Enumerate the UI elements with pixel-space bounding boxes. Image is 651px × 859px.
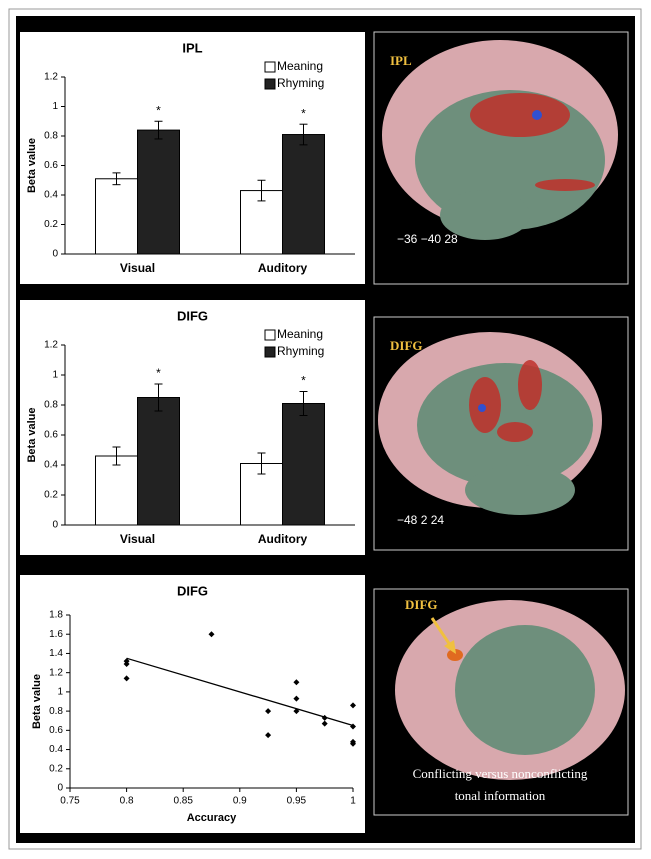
brain-panel: DIFG −48 2 24	[373, 316, 629, 551]
brain-panel: DIFG Conflicting versus nonconflicting t…	[373, 588, 629, 816]
chart-title: DIFG	[177, 308, 208, 323]
arrowhead	[444, 640, 456, 654]
bar	[240, 190, 283, 255]
y-tick-label: 0	[52, 249, 58, 260]
scatter-point	[321, 720, 328, 727]
y-tick-label: 1.8	[49, 610, 63, 621]
chart-title: IPL	[182, 40, 202, 55]
caption: tonal information	[455, 788, 546, 803]
activation	[497, 422, 533, 442]
y-tick-label: 0.8	[44, 131, 58, 142]
scatter-point	[123, 675, 130, 682]
significance-marker: *	[301, 106, 306, 120]
activation	[518, 360, 542, 410]
x-tick-label: 0.85	[173, 796, 193, 807]
scatter-point	[350, 740, 356, 747]
y-tick-label: 0.4	[44, 460, 58, 471]
scatter-point	[208, 631, 215, 638]
y-tick-label: 0.4	[49, 744, 63, 755]
scatter-point	[350, 702, 356, 709]
y-axis-label: Beta value	[31, 674, 43, 729]
coordinates: −36 −40 28	[397, 232, 458, 246]
brain-inner	[455, 625, 595, 755]
activation	[447, 649, 463, 661]
bar	[95, 178, 138, 255]
y-tick-label: 1.2	[44, 72, 58, 83]
y-tick-label: 0.6	[49, 725, 63, 736]
y-tick-label: 1.6	[49, 629, 63, 640]
brain-lobe	[440, 190, 530, 240]
y-tick-label: 1	[52, 101, 58, 112]
legend-swatch	[264, 61, 276, 73]
x-tick-label: 0.8	[120, 796, 134, 807]
coordinates: −48 2 24	[397, 513, 444, 527]
x-tick-label: 0.9	[233, 796, 247, 807]
brain-label: DIFG	[390, 338, 423, 353]
legend-swatch	[264, 346, 276, 358]
activation	[469, 377, 501, 433]
y-tick-label: 0	[52, 520, 58, 531]
bar	[95, 455, 138, 526]
bar	[282, 403, 325, 526]
legend-label: Rhyming	[277, 344, 324, 358]
y-tick-label: 1	[57, 687, 63, 698]
bar	[137, 397, 180, 526]
y-tick-label: 0.8	[49, 706, 63, 717]
brain-label: IPL	[390, 53, 412, 68]
scatter-point	[265, 732, 272, 739]
significance-marker: *	[156, 103, 161, 117]
brain-label: DIFG	[405, 597, 438, 612]
chart-panel	[20, 575, 365, 833]
chart: DIFG 0 0.2 0.4 0.6 0.8 1 1.2 Beta value Visual * Au…	[20, 300, 365, 555]
y-tick-label: 0.8	[44, 400, 58, 411]
peak-dot	[478, 404, 486, 412]
y-tick-label: 1	[52, 370, 58, 381]
x-axis-label: Accuracy	[187, 812, 237, 824]
y-tick-label: 0.6	[44, 160, 58, 171]
bar	[282, 134, 325, 255]
legend-label: Meaning	[277, 327, 323, 341]
x-tick-label: Visual	[120, 261, 155, 275]
legend-label: Rhyming	[277, 76, 324, 90]
legend-swatch	[264, 78, 276, 90]
peak-dot	[532, 110, 542, 120]
brain-lobe	[465, 465, 575, 515]
legend-label: Meaning	[277, 59, 323, 73]
activation	[470, 93, 570, 137]
y-tick-label: 1.4	[49, 648, 63, 659]
activation	[535, 179, 595, 191]
scatter-point	[123, 661, 130, 668]
x-tick-label: 0.75	[60, 796, 80, 807]
bar	[137, 129, 180, 255]
y-tick-label: 0	[57, 783, 63, 794]
chart: DIFG 0 0.2 0.4 0.6 0.8 1 1.2 1.4 1.6 1.8 Beta value…	[20, 575, 365, 833]
chart-title: DIFG	[177, 583, 208, 598]
y-tick-label: 0.4	[44, 190, 58, 201]
y-tick-label: 0.2	[44, 490, 58, 501]
y-tick-label: 0.6	[44, 430, 58, 441]
x-tick-label: Auditory	[258, 261, 308, 275]
y-tick-label: 0.2	[49, 763, 63, 774]
x-tick-label: Auditory	[258, 532, 308, 546]
caption: Conflicting versus nonconflicting	[413, 766, 588, 781]
scatter-point	[293, 695, 300, 702]
trendline	[126, 657, 354, 727]
arrow	[430, 617, 454, 649]
scatter-point	[293, 679, 300, 686]
x-tick-label: 0.95	[287, 796, 307, 807]
legend-swatch	[264, 329, 276, 341]
chart: IPL 0 0.2 0.4 0.6 0.8 1 1.2 Beta value Visual * Aud…	[20, 32, 365, 284]
y-tick-label: 1.2	[44, 340, 58, 351]
x-tick-label: 1	[350, 796, 356, 807]
y-tick-label: 1.2	[49, 667, 63, 678]
x-tick-label: Visual	[120, 532, 155, 546]
y-axis-label: Beta value	[26, 407, 38, 462]
scatter-point	[265, 708, 272, 715]
brain-panel: IPL −36 −40 28	[373, 31, 629, 285]
y-axis-label: Beta value	[26, 138, 38, 193]
significance-marker: *	[156, 366, 161, 380]
significance-marker: *	[301, 374, 306, 388]
y-tick-label: 0.2	[44, 219, 58, 230]
